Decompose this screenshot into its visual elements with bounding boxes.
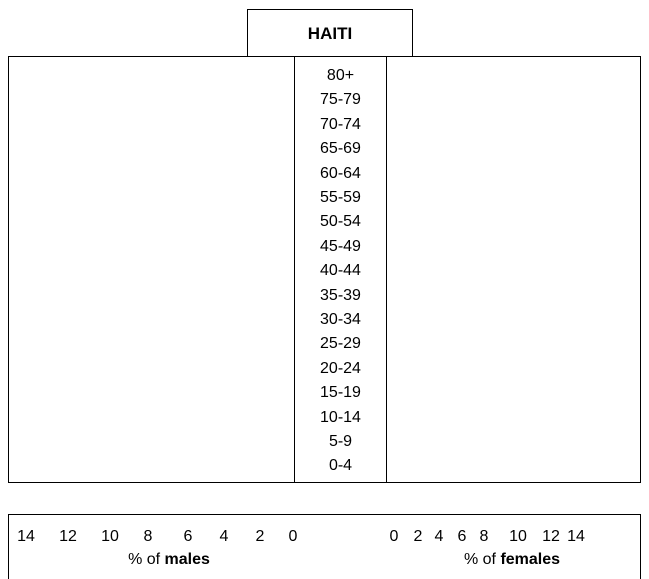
age-group-label: 75-79 (320, 91, 361, 109)
x-tick-label-males: 2 (255, 528, 265, 545)
x-tick-label-males: 0 (288, 528, 298, 545)
age-group-label: 50-54 (320, 213, 361, 231)
x-tick-label-females: 6 (457, 528, 467, 545)
x-axis-label-females: % of females (464, 551, 560, 569)
age-group-label: 35-39 (320, 286, 361, 304)
x-tick-label-males: 4 (219, 528, 229, 545)
chart-title: HAITI (307, 24, 353, 43)
age-group-label: 40-44 (320, 262, 361, 280)
age-group-label: 20-24 (320, 359, 361, 377)
x-tick-label-males: 8 (143, 528, 153, 545)
x-axis-label-males-prefix: % of (128, 551, 161, 568)
age-group-label: 30-34 (320, 311, 361, 328)
age-group-label: 80+ (326, 67, 355, 84)
age-group-label: 0-4 (328, 457, 353, 475)
x-axis-box: 14 12 10 8 6 4 2 0 0 2 4 6 8 10 12 14% of males% of fem… (8, 514, 641, 579)
x-tick-label-females: 2 (413, 528, 423, 545)
x-tick-label-males: 10 (101, 528, 119, 545)
age-group-label: 15-19 (320, 384, 361, 402)
x-tick-label-males: 12 (59, 528, 77, 545)
x-axis-label-males-bold: males (164, 551, 210, 568)
x-axis-label-females-prefix: % of (463, 551, 496, 568)
age-group-label: 55-59 (320, 189, 361, 206)
age-group-label: 25-29 (320, 335, 361, 353)
age-group-label: 70-74 (320, 115, 361, 133)
x-tick-label-males: 6 (183, 528, 193, 545)
x-tick-label-females: 0 (389, 528, 399, 545)
age-group-label: 5-9 (328, 433, 353, 450)
plot-area: 80+ 75-79 70-74 65-69 60-64 55-59 50-54 45-49 40… (8, 56, 641, 483)
x-axis-label-females-bold: females (500, 551, 561, 568)
age-group-label: 65-69 (320, 140, 361, 158)
x-tick-label-females: 14 (567, 528, 585, 545)
chart-title-box: HAITI (247, 9, 413, 57)
age-group-label: 10-14 (320, 408, 361, 426)
x-axis-label-males: % of males (128, 551, 210, 569)
x-tick-label-males: 14 (17, 528, 35, 545)
x-tick-label-females: 10 (509, 528, 527, 545)
age-group-label: 60-64 (320, 164, 361, 182)
x-tick-label-females: 4 (434, 528, 444, 545)
age-group-column: 80+ 75-79 70-74 65-69 60-64 55-59 50-54 45-49 40… (294, 56, 387, 483)
age-group-label: 45-49 (320, 237, 361, 255)
x-tick-label-females: 8 (479, 528, 489, 545)
x-tick-label-females: 12 (542, 528, 560, 545)
